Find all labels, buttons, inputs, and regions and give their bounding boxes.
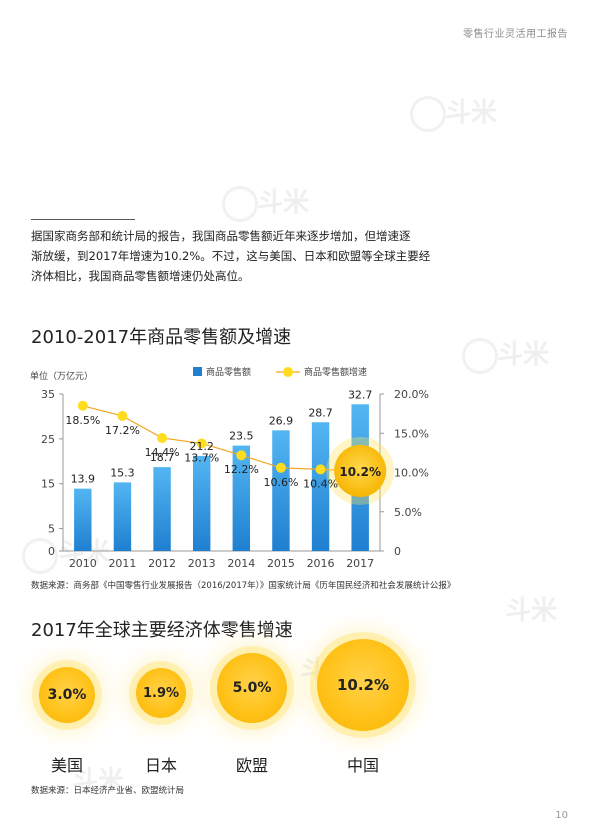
- bar-retail-sales: [153, 467, 171, 551]
- intro-divider: [31, 219, 135, 220]
- bar-value-label: 32.7: [348, 388, 373, 401]
- rate-value-label: 10.6%: [263, 476, 298, 489]
- rate-value-label: 18.5%: [65, 414, 100, 427]
- highlight-circle: [334, 444, 387, 497]
- y2-tick-label: 20.0%: [394, 388, 429, 401]
- bar-value-label: 13.9: [71, 473, 96, 486]
- legend-line-label: 商品零售额增速: [304, 366, 367, 378]
- y-tick-label: 15: [41, 478, 55, 491]
- legend-dot-swatch: [283, 367, 293, 377]
- retail-sales-chart: 单位（万亿元） 商品零售额 商品零售额增速 0 5 15 25 35 0 5.0% 10.0% 15.…: [30, 366, 429, 570]
- bar-retail-sales: [74, 488, 92, 551]
- legend-bar-swatch: [193, 367, 202, 376]
- country-label: 日本: [144, 756, 177, 775]
- y-tick-label: 0: [48, 545, 55, 558]
- x-tick-label: 2017: [346, 557, 374, 570]
- bar-value-label: 26.9: [269, 414, 294, 427]
- growth-rate-point: [315, 464, 326, 475]
- rate-value-label: 14.4%: [145, 446, 180, 459]
- growth-rate-point: [77, 400, 88, 411]
- bubble-eu: 5.0%: [217, 653, 287, 723]
- bar-value-label: 15.3: [110, 466, 135, 479]
- y2-tick-label: 15.0%: [394, 427, 429, 440]
- x-tick-label: 2014: [227, 557, 255, 570]
- report-title-header: 零售行业灵活用工报告: [463, 29, 568, 40]
- bar-retail-sales: [192, 455, 211, 551]
- bubble-value: 5.0%: [232, 680, 272, 696]
- x-tick-label: 2010: [69, 557, 97, 570]
- bar-value-label: 18.7: [150, 451, 175, 464]
- bar-value-label: 28.7: [308, 406, 333, 419]
- rate-value-label: 12.2%: [224, 463, 259, 476]
- x-tick-label: 2012: [148, 557, 176, 570]
- x-tick-label: 2011: [108, 557, 136, 570]
- y2-tick-label: 10.0%: [394, 467, 429, 480]
- page-number: 10: [555, 810, 568, 821]
- growth-rate-point: [196, 438, 207, 449]
- bubble-china: 10.2%: [317, 639, 409, 731]
- bubble-data-source: 数据来源：日本经济产业省、欧盟统计局: [31, 786, 185, 796]
- chart-data-source: 数据来源：商务部《中国零售行业发展报告（2016/2017年）》国家统计局《历年…: [31, 581, 456, 591]
- x-tick-label: 2015: [267, 557, 295, 570]
- bar-retail-sales: [113, 482, 132, 551]
- y-axis-unit-label: 单位（万亿元）: [30, 370, 93, 382]
- intro-paragraph: 据国家商务部和统计局的报告，我国商品零售额近年来逐步增加，但增速逐 渐放缓，到2…: [31, 226, 451, 286]
- y-tick-label: 35: [41, 388, 55, 401]
- country-label: 欧盟: [235, 756, 268, 775]
- growth-rate-point: [117, 410, 128, 421]
- growth-rate-point: [236, 450, 247, 461]
- growth-rate-point: [275, 462, 286, 473]
- intro-line: 据国家商务部和统计局的报告，我国商品零售额近年来逐步增加，但增速逐: [31, 229, 411, 243]
- y2-tick-label: 0: [394, 545, 401, 558]
- growth-rate-line: [82, 405, 361, 472]
- bubble-value: 1.9%: [142, 685, 180, 701]
- country-label: 美国: [50, 756, 83, 775]
- rate-value-label: 10.4%: [303, 477, 338, 490]
- legend-bar-label: 商品零售额: [206, 366, 251, 378]
- bar-value-label: 23.5: [229, 430, 254, 443]
- bubble-value: 3.0%: [47, 687, 87, 703]
- economy-growth-bubbles: 3.0% 美国 1.9% 日本 5.0% 欧盟 10.2% 中国: [0, 630, 594, 780]
- intro-line: 渐放缓，到2017年增速为10.2%。不过，这与美国、日本和欧盟等全球主要经: [31, 249, 431, 263]
- intro-line: 济体相比，我国商品零售额增速仍处高位。: [31, 269, 250, 283]
- bar-value-label: 21.2: [189, 440, 214, 453]
- x-tick-label: 2016: [307, 557, 335, 570]
- growth-rate-point: [157, 432, 168, 443]
- chart-section-title: 2010-2017年商品零售额及增速: [31, 327, 292, 348]
- bar-retail-sales: [232, 445, 251, 551]
- bubble-section-title: 2017年全球主要经济体零售增速: [31, 620, 293, 641]
- rate-value-label: 17.2%: [105, 424, 140, 437]
- y-tick-label: 25: [41, 433, 55, 446]
- country-label: 中国: [346, 756, 379, 775]
- bar-retail-sales: [272, 430, 290, 551]
- y-tick-label: 5: [48, 523, 55, 536]
- bubble-value: 10.2%: [336, 676, 390, 694]
- rate-value-label: 10.2%: [339, 465, 381, 479]
- bar-retail-sales: [311, 422, 330, 551]
- y2-tick-label: 5.0%: [394, 506, 422, 519]
- bubble-japan: 1.9%: [136, 668, 186, 718]
- rate-value-label: 13.7%: [184, 451, 219, 464]
- bubble-usa: 3.0%: [39, 667, 95, 723]
- x-tick-label: 2013: [188, 557, 216, 570]
